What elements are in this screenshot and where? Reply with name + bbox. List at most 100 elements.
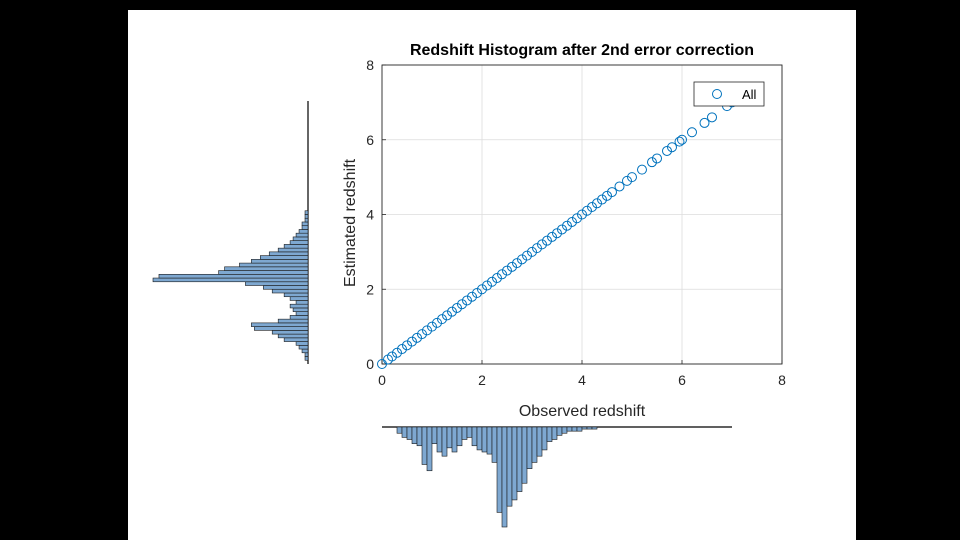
histogram-bar-observed: [566, 426, 573, 432]
histogram-bar-estimated: [158, 273, 309, 279]
histogram-bar-observed: [521, 426, 528, 484]
histogram-bar-estimated: [304, 352, 309, 357]
histogram-bar-estimated: [289, 240, 309, 245]
scatter-point: [567, 216, 577, 227]
x-tick-label: 2: [478, 372, 486, 388]
histogram-bar-estimated: [304, 356, 309, 361]
histogram-bar-observed: [541, 426, 548, 451]
figure-canvas: 0 2 4 6 8 0 2 4 6 8 Redshift Histogram after 2nd …: [128, 10, 856, 540]
scatter-point: [667, 142, 677, 153]
histogram-bar-estimated: [283, 292, 309, 298]
scatter-point: [422, 325, 432, 336]
histogram-bar-observed: [586, 426, 593, 430]
histogram-bar-observed: [531, 426, 538, 463]
y-tick-label: 0: [366, 356, 374, 372]
histogram-bar-estimated: [218, 270, 309, 275]
scatter-point: [562, 220, 572, 231]
y-tick-label: 4: [366, 207, 374, 223]
scatter-point: [452, 302, 462, 313]
histogram-bar-estimated: [277, 247, 309, 253]
scatter-point: [462, 295, 472, 306]
grid-lines: [381, 64, 783, 365]
histogram-bar-observed: [456, 426, 463, 447]
histogram-bar-observed: [446, 426, 453, 449]
scatter-point: [392, 347, 402, 358]
histogram-bar-estimated: [224, 266, 309, 271]
histogram-bar-observed: [501, 426, 508, 528]
x-tick-label: 6: [678, 372, 686, 388]
histogram-bar-observed: [481, 426, 488, 453]
histogram-bar-estimated: [304, 214, 309, 219]
scatter-point: [412, 332, 422, 343]
scatter-point: [432, 317, 442, 328]
scatter-point: [517, 254, 527, 265]
histogram-bar-estimated: [277, 333, 309, 339]
x-tick-label: 0: [378, 372, 386, 388]
scatter-point: [607, 187, 617, 198]
histogram-bar-observed: [506, 426, 513, 507]
legend: All: [693, 81, 765, 107]
histogram-bar-observed: [441, 426, 448, 457]
histogram-bar-observed: [526, 426, 533, 469]
histogram-bar-estimated: [251, 259, 309, 264]
scatter-point: [417, 329, 427, 340]
histogram-bar-estimated: [301, 225, 309, 230]
histogram-bar-observed: [556, 426, 563, 436]
histogram-bar-estimated: [262, 285, 309, 290]
histogram-bar-estimated: [245, 281, 309, 286]
histogram-bar-observed: [461, 426, 468, 440]
scatter-point: [622, 175, 632, 186]
histogram-bar-observed: [466, 426, 473, 438]
histogram-bar-observed: [406, 426, 413, 440]
histogram-bar-estimated: [277, 318, 309, 324]
x-tick-label: 8: [778, 372, 786, 388]
scatter-point: [402, 340, 412, 351]
histogram-bar-estimated: [304, 217, 309, 223]
scatter-point: [527, 246, 537, 257]
histogram-estimated-redshift: [152, 101, 309, 364]
scatter-point: [457, 299, 467, 310]
scatter-point: [587, 202, 597, 213]
scatter-point: [592, 198, 602, 209]
scatter-point: [442, 310, 452, 321]
scatter-point: [447, 306, 457, 317]
scatter-point: [557, 224, 567, 235]
scatter-point: [627, 172, 637, 183]
histogram-bar-observed: [436, 426, 443, 453]
legend-entry-all: All: [742, 87, 757, 102]
y-axis-label: Estimated redshift: [342, 158, 359, 287]
histogram-observed-redshift: [382, 426, 732, 528]
histogram-bar-observed: [401, 426, 408, 438]
histogram-bar-estimated: [268, 251, 309, 256]
plot-frame: [381, 64, 783, 365]
histogram-bar-observed: [471, 426, 478, 447]
scatter-point: [637, 164, 647, 175]
scatter-point: [677, 134, 687, 145]
axes: [381, 64, 783, 365]
histogram-bar-estimated: [301, 348, 309, 354]
scatter-point: [687, 127, 697, 138]
histogram-bar-estimated: [295, 311, 309, 316]
histogram-bar-observed: [561, 426, 568, 434]
scatter-point: [477, 284, 487, 295]
scatter-point: [602, 190, 612, 201]
histogram-bar-observed: [396, 426, 403, 434]
histogram-bar-estimated: [152, 277, 309, 283]
scatter-point: [662, 145, 672, 156]
histogram-bar-observed: [421, 426, 428, 465]
scatter-point: [542, 235, 552, 246]
histogram-bar-estimated: [301, 221, 309, 227]
scatter-point: [437, 314, 447, 325]
histogram-bar-observed: [581, 426, 588, 430]
scatter-point: [522, 250, 532, 261]
histogram-bar-observed: [576, 426, 583, 432]
histogram-bar-estimated: [295, 232, 309, 238]
scatter-point: [497, 269, 507, 280]
scatter-point: [547, 231, 557, 242]
y-tick-label: 8: [366, 57, 374, 73]
scatter-point: [707, 112, 717, 123]
histogram-bar-estimated: [289, 303, 309, 309]
legend-box: [693, 81, 765, 107]
scatter-point: [512, 258, 522, 269]
histogram-bar-observed: [571, 426, 578, 432]
